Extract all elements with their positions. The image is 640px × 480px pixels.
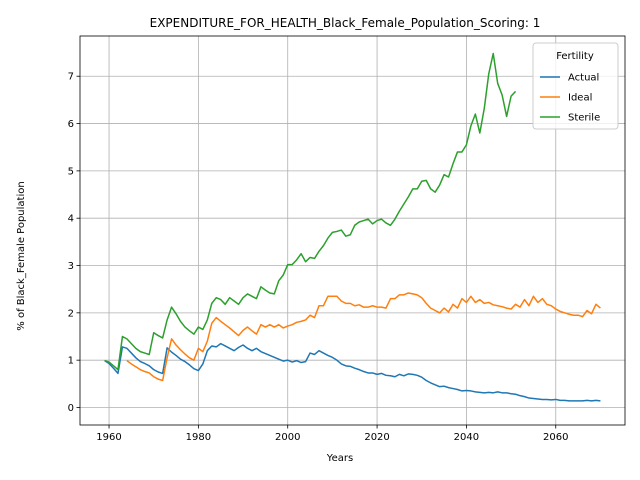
x-tick-label: 2040	[454, 432, 479, 443]
legend-label-ideal: Ideal	[568, 93, 592, 104]
plot-frame	[79, 35, 626, 426]
series-line-sterile	[104, 52, 517, 371]
series-lines	[104, 52, 601, 402]
y-tick-label: 7	[68, 72, 74, 83]
x-tick-label: 2000	[275, 432, 300, 443]
y-tick-label: 1	[68, 356, 74, 367]
legend-label-sterile: Sterile	[568, 113, 600, 124]
x-tick-label: 1960	[96, 432, 121, 443]
x-tick-label: 2020	[364, 432, 389, 443]
series-line-ideal	[126, 292, 601, 382]
legend: Fertility Actual Ideal Sterile	[532, 42, 619, 130]
y-tick-label: 3	[68, 261, 74, 272]
legend-label-actual: Actual	[568, 73, 599, 84]
y-tick-label: 4	[68, 214, 74, 225]
legend-title: Fertility	[556, 51, 594, 62]
x-axis-label: Years	[326, 453, 353, 464]
axis-ticks: 1960 1980 2000 2020 2040 2060 0 1 2 3 4 5 6 7	[68, 72, 569, 443]
legend-box	[532, 42, 619, 130]
x-tick-label: 2060	[543, 432, 568, 443]
y-tick-label: 0	[68, 403, 74, 414]
y-tick-label: 6	[68, 119, 74, 130]
y-tick-label: 5	[68, 166, 74, 177]
series-line-actual	[104, 342, 601, 402]
y-tick-label: 2	[68, 308, 74, 319]
chart-title: EXPENDITURE_FOR_HEALTH_Black_Female_Popu…	[150, 16, 541, 30]
y-axis-label: % of Black_Female Population	[16, 181, 27, 330]
x-tick-label: 1980	[186, 432, 211, 443]
grid-lines	[80, 36, 625, 425]
